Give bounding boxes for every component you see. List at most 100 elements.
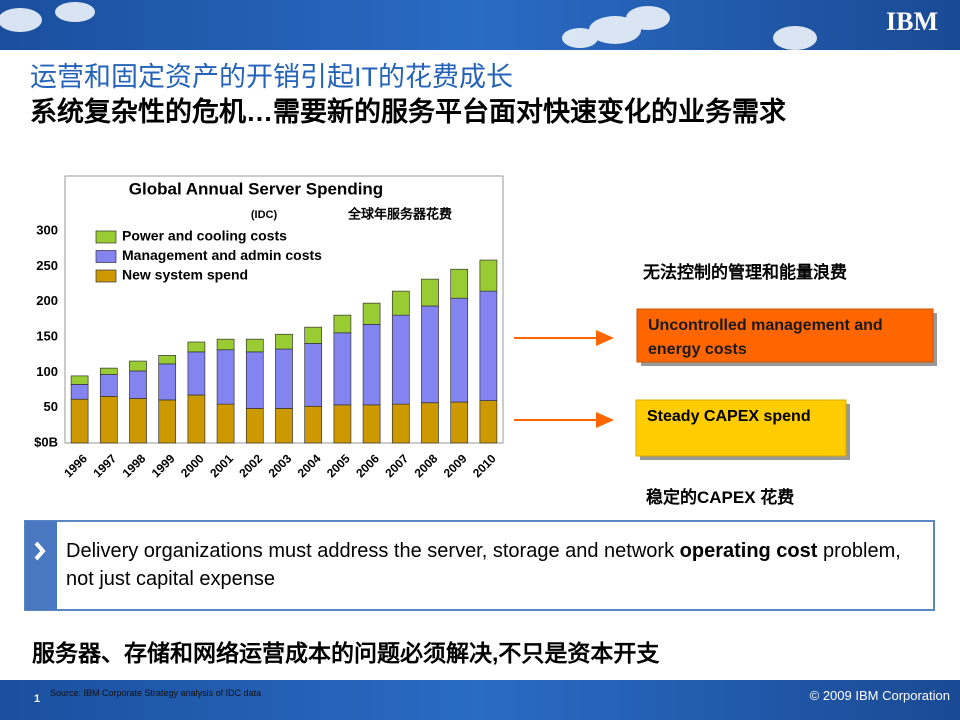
message-strip	[25, 521, 57, 610]
bar-segment	[333, 404, 352, 444]
x-tick-label: 2010	[470, 451, 499, 480]
bar-segment	[275, 333, 293, 350]
chart-title: Global Annual Server Spending	[129, 179, 383, 198]
bar-segment	[70, 375, 89, 385]
bar-segment	[158, 355, 177, 365]
x-tick-label: 1997	[90, 451, 119, 480]
clouds	[0, 2, 817, 50]
subtitle: 系统复杂性的危机…需要新的服务平台面对快速变化的业务需求	[30, 97, 786, 127]
y-tick-label: 200	[36, 293, 58, 308]
x-tick-label: 1999	[149, 451, 178, 480]
bar-segment	[216, 403, 235, 444]
bar-segment	[479, 259, 498, 292]
bar-segment	[450, 268, 469, 299]
bar-segment	[187, 351, 206, 396]
bar-segment	[304, 405, 323, 444]
y-tick-label: $0B	[34, 434, 58, 449]
x-tick-label: 2006	[353, 451, 382, 480]
x-tick-label: 1996	[61, 451, 90, 480]
bar-segment	[99, 367, 118, 375]
legend-swatch	[95, 269, 117, 283]
legend-label: Management and admin costs	[122, 247, 322, 263]
source: Source: IBM Corporate Strategy analysis …	[50, 688, 262, 698]
bar-segment	[362, 302, 381, 325]
y-tick-label: 300	[36, 223, 58, 238]
bar-segment	[362, 404, 381, 444]
legend-swatch	[95, 250, 117, 263]
orange-box	[636, 308, 934, 363]
bar-segment	[158, 399, 177, 444]
box-text: Uncontrolled management and energy costs	[648, 317, 883, 358]
chart-subtitle: (IDC)	[251, 209, 278, 221]
bar-segment	[158, 363, 177, 401]
bar-segment	[187, 341, 206, 353]
x-tick-label: 2009	[441, 451, 470, 480]
x-tick-label: 2004	[295, 451, 324, 480]
bar-segment	[187, 394, 206, 444]
x-tick-label: 2005	[324, 451, 353, 480]
note: 无法控制的管理和能量浪费	[643, 263, 847, 282]
x-tick-label: 2001	[207, 451, 236, 480]
bar-segment	[99, 396, 118, 444]
bar-segment	[275, 348, 293, 409]
message-text: Delivery organizations must address the …	[66, 540, 680, 562]
x-tick-label: 1998	[120, 451, 149, 480]
bar-segment	[391, 403, 410, 444]
bar-segment	[216, 349, 235, 405]
bar-segment	[99, 374, 118, 397]
y-tick-label: 150	[36, 328, 58, 343]
x-tick-label: 2008	[412, 451, 441, 480]
bar-segment	[333, 332, 352, 406]
bar-segment	[70, 384, 89, 400]
bar-segment	[391, 314, 410, 405]
page-number: 1	[34, 693, 41, 705]
bar-segment	[479, 400, 498, 444]
x-tick-label: 2002	[236, 451, 265, 480]
bar-segment	[129, 360, 147, 372]
bar-segment	[304, 343, 323, 407]
annotation: 全球年服务器花费	[347, 206, 452, 221]
x-tick-label: 2000	[178, 451, 207, 480]
bar-segment	[421, 402, 439, 444]
bar-segment	[421, 278, 439, 307]
footer-bar	[0, 680, 960, 720]
legend-label: New system spend	[122, 267, 248, 283]
bar-segment	[245, 408, 264, 444]
bar-segment	[304, 326, 323, 344]
bar-segment	[391, 290, 410, 316]
yellow-box	[635, 399, 847, 457]
bar-segment	[479, 290, 498, 401]
bar-segment	[70, 398, 89, 444]
message-box	[24, 520, 935, 611]
y-tick-label: 50	[44, 399, 58, 414]
x-tick-label: 2003	[266, 451, 295, 480]
y-tick-label: 100	[36, 364, 58, 379]
message: Delivery organizations must address the …	[66, 537, 926, 593]
copyright: © 2009 IBM Corporation	[809, 688, 950, 703]
message-text: problem, not just capital expense	[66, 540, 901, 590]
bar-segment	[275, 408, 293, 444]
title: 运营和固定资产的开销引起IT的花费成长	[30, 62, 513, 92]
header-bar	[0, 0, 960, 50]
bar-segment	[129, 370, 147, 399]
chevron	[34, 541, 46, 561]
legend-label: Power and cooling costs	[122, 228, 287, 244]
y-tick-label: 250	[36, 258, 58, 273]
logo: IBM	[886, 7, 938, 36]
x-tick-label: 2007	[382, 451, 411, 480]
bar-segment	[450, 297, 469, 403]
message-bold: operating cost	[679, 540, 818, 562]
conclusion: 服务器、存储和网络运营成本的问题必须解决,不只是资本开支	[32, 640, 660, 666]
legend-swatch	[95, 230, 117, 244]
bar-segment	[362, 323, 381, 406]
bar-segment	[333, 314, 352, 334]
bar-segment	[129, 398, 147, 444]
bar-segment	[450, 401, 469, 444]
box-text: Steady CAPEX spend	[647, 408, 811, 425]
bar-segment	[216, 338, 235, 351]
bar-segment	[245, 338, 264, 353]
bar-segment	[245, 351, 264, 409]
note: 稳定的CAPEX 花费	[646, 488, 795, 507]
